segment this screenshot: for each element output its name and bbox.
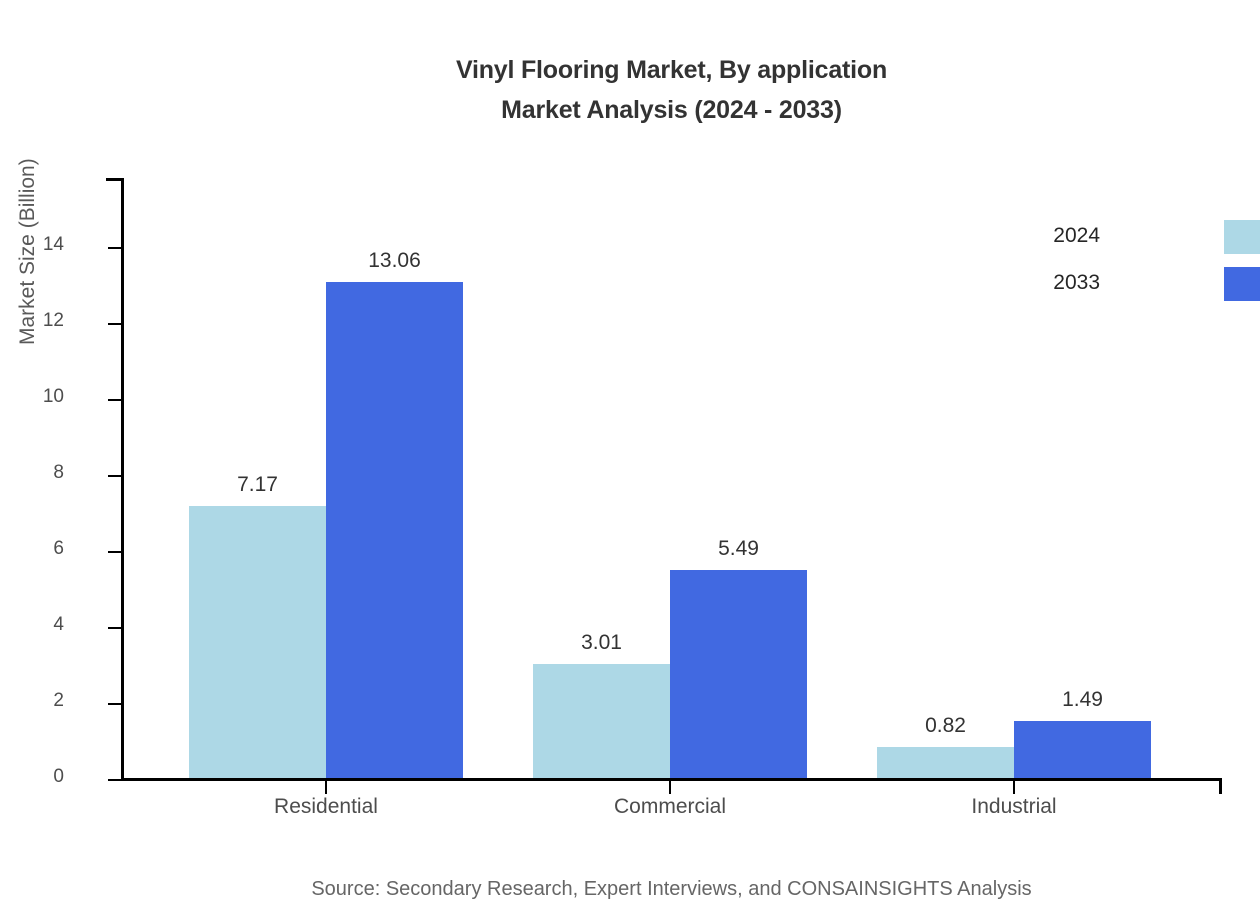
y-axis-tick xyxy=(108,626,121,629)
bar-value-label-commercial-2033: 5.49 xyxy=(718,536,759,560)
y-axis-tick-label: 4 xyxy=(53,614,64,636)
y-axis-tick-label: 12 xyxy=(42,310,64,332)
y-axis-tick-label: 6 xyxy=(53,538,64,560)
legend-label-2024: 2024 xyxy=(1053,224,1100,247)
bar-industrial-2033[interactable] xyxy=(1014,721,1151,778)
x-axis-tick-label-residential: Residential xyxy=(274,795,378,818)
bar-residential-2024[interactable] xyxy=(189,505,326,778)
legend-swatch-2033 xyxy=(1224,267,1260,301)
chart-title-line-2: Market Analysis (2024 - 2033) xyxy=(501,96,842,124)
y-axis-tick xyxy=(108,322,121,325)
source-note: Source: Secondary Research, Expert Inter… xyxy=(311,878,1032,900)
legend-label-2033: 2033 xyxy=(1053,271,1100,294)
x-axis-end-cap xyxy=(1219,778,1222,794)
bar-residential-2033[interactable] xyxy=(326,282,463,778)
legend-swatch-2024 xyxy=(1224,220,1260,254)
x-axis-tick xyxy=(669,781,671,794)
y-axis-tick xyxy=(108,474,121,477)
x-axis-tick xyxy=(1013,781,1015,794)
page-title: Vinyl Flooring Market, By application Ma… xyxy=(0,50,1260,130)
x-axis-tick xyxy=(325,781,327,794)
bar-commercial-2033[interactable] xyxy=(670,569,807,778)
x-axis-tick-label-industrial: Industrial xyxy=(971,795,1057,818)
bar-commercial-2024[interactable] xyxy=(533,663,670,778)
x-axis-spine xyxy=(121,778,1222,781)
bar-value-label-commercial-2024: 3.01 xyxy=(581,630,622,654)
y-axis-tick xyxy=(108,246,121,249)
bar-value-label-residential-2024: 7.17 xyxy=(237,472,278,496)
bar-value-label-industrial-2033: 1.49 xyxy=(1062,688,1103,712)
chart-legend: 2024 2033 xyxy=(1053,218,1260,308)
y-axis-tick xyxy=(108,702,121,705)
y-axis-tick-label: 10 xyxy=(42,386,64,408)
y-axis-top-cap xyxy=(106,178,122,181)
y-axis-tick xyxy=(108,550,121,553)
y-axis-tick-label: 2 xyxy=(53,690,64,712)
y-axis-tick xyxy=(108,778,121,781)
x-axis-tick-label-commercial: Commercial xyxy=(613,795,727,818)
chart-title-line-1: Vinyl Flooring Market, By application xyxy=(455,56,888,84)
y-axis-spine xyxy=(121,178,124,781)
y-axis-tick-label: 8 xyxy=(53,462,64,484)
y-axis-tick-label: 14 xyxy=(42,234,64,256)
y-axis-tick xyxy=(108,398,121,401)
y-axis-label: Market Size (Billion) xyxy=(16,158,39,345)
bar-industrial-2024[interactable] xyxy=(877,746,1014,778)
bar-value-label-industrial-2024: 0.82 xyxy=(925,713,966,737)
bar-value-label-residential-2033: 13.06 xyxy=(368,249,421,273)
y-axis-tick-label: 0 xyxy=(53,766,64,787)
plot-area: 0 2 4 6 8 10 12 14 Residential Commercial Industr… xyxy=(43,178,1222,818)
